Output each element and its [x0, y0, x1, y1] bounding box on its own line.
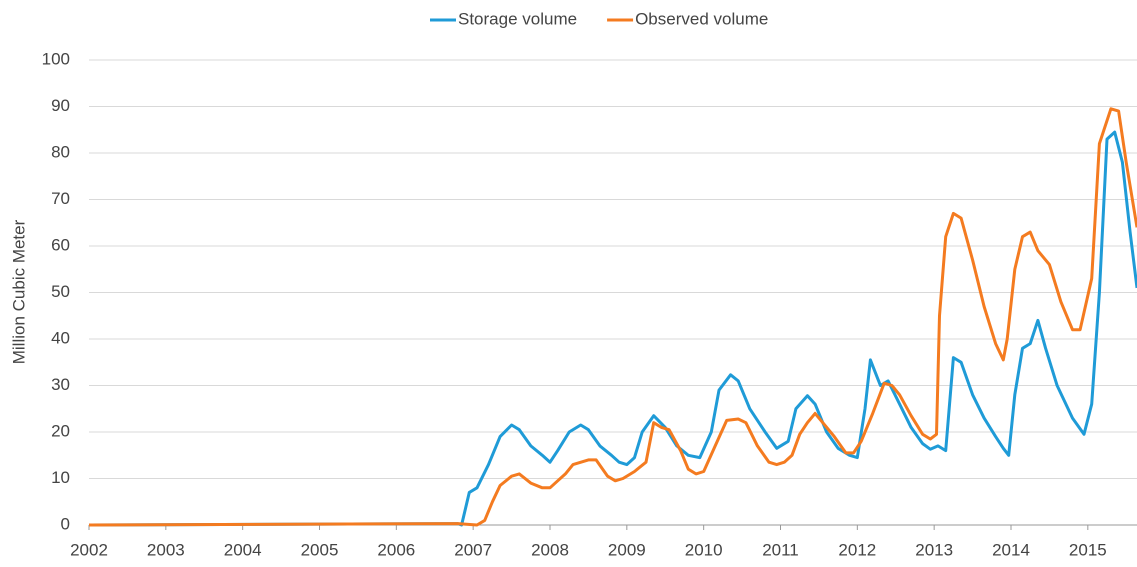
x-tick-label: 2004: [224, 540, 262, 559]
x-tick-label: 2009: [608, 540, 646, 559]
y-tick-label: 90: [51, 96, 70, 115]
y-tick-label: 30: [51, 375, 70, 394]
y-tick-label: 10: [51, 468, 70, 487]
y-tick-label: 60: [51, 235, 70, 254]
x-tick-label: 2007: [454, 540, 492, 559]
y-tick-label: 70: [51, 189, 70, 208]
y-tick-label: 100: [42, 49, 70, 68]
series-line: [88, 130, 1137, 527]
x-tick-label: 2010: [685, 540, 723, 559]
x-tick-label: 2012: [838, 540, 876, 559]
x-tick-label: 2002: [70, 540, 108, 559]
legend-label: Storage volume: [458, 9, 577, 28]
y-tick-label: 80: [51, 142, 70, 161]
y-axis-label: Million Cubic Meter: [9, 219, 28, 364]
series-line: [88, 107, 1137, 527]
x-tick-label: 2006: [377, 540, 415, 559]
y-tick-label: 0: [61, 514, 70, 533]
y-tick-label: 20: [51, 421, 70, 440]
x-tick-label: 2011: [762, 540, 799, 559]
y-tick-label: 40: [51, 328, 70, 347]
x-tick-label: 2005: [301, 540, 339, 559]
x-tick-label: 2013: [915, 540, 953, 559]
x-tick-label: 2003: [147, 540, 185, 559]
x-tick-label: 2014: [992, 540, 1030, 559]
x-tick-label: 2008: [531, 540, 569, 559]
x-tick-label: 2015: [1069, 540, 1107, 559]
y-tick-label: 50: [51, 282, 70, 301]
legend-label: Observed volume: [635, 9, 768, 28]
